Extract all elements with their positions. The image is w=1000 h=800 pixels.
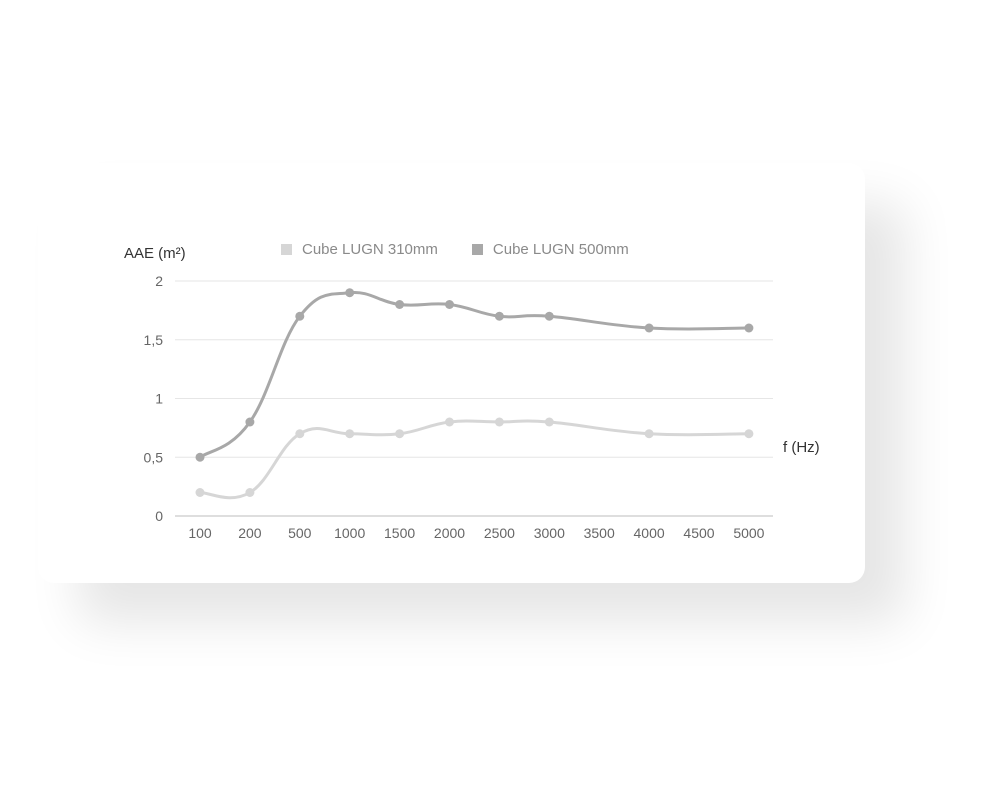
x-axis-title: f (Hz) xyxy=(783,439,820,456)
series-line-1 xyxy=(198,290,751,459)
x-tick-label: 200 xyxy=(238,525,262,541)
legend-swatch-310 xyxy=(281,244,292,255)
data-point xyxy=(195,452,205,462)
x-tick-label: 3000 xyxy=(534,525,565,541)
legend-swatch-500 xyxy=(471,244,483,255)
data-point xyxy=(445,300,454,309)
data-point xyxy=(245,417,255,427)
legend-item-310[interactable]: Cube LUGN 310mm xyxy=(281,241,438,258)
x-tick-label: 4000 xyxy=(634,525,665,541)
y-tick-label: 1 xyxy=(155,391,163,407)
x-tick-label: 1500 xyxy=(384,525,415,541)
data-point xyxy=(644,429,654,439)
series-line-0 xyxy=(198,419,751,500)
x-tick-label: 2500 xyxy=(484,525,515,541)
data-point xyxy=(295,429,305,439)
data-point xyxy=(494,311,504,321)
data-point xyxy=(445,417,454,427)
data-point xyxy=(395,429,405,439)
data-point xyxy=(544,311,554,321)
data-point xyxy=(395,300,405,309)
x-tick-label: 1000 xyxy=(334,525,365,541)
data-point xyxy=(195,488,205,497)
data-point xyxy=(245,488,255,497)
x-tick-label: 5000 xyxy=(733,525,764,541)
x-tick-label: 4500 xyxy=(683,525,714,541)
data-point xyxy=(295,311,305,321)
y-tick-label: 0 xyxy=(155,508,163,524)
data-point xyxy=(345,288,355,298)
chart-card xyxy=(38,163,865,583)
data-point xyxy=(744,323,754,333)
legend-label-310: Cube LUGN 310mm xyxy=(302,241,438,258)
legend: Cube LUGN 310mm Cube LUGN 500mm xyxy=(281,241,629,258)
data-point xyxy=(345,429,355,439)
data-point xyxy=(494,417,504,427)
x-tick-label: 100 xyxy=(188,525,212,541)
y-tick-label: 0,5 xyxy=(144,449,164,465)
x-tick-label: 500 xyxy=(288,525,312,541)
data-point xyxy=(744,429,754,439)
legend-label-500: Cube LUGN 500mm xyxy=(492,241,629,258)
x-tick-label: 3500 xyxy=(584,525,615,541)
data-point xyxy=(644,323,654,333)
x-tick-label: 2000 xyxy=(434,525,465,541)
y-axis-title: AAE (m²) xyxy=(124,245,186,262)
y-tick-label: 2 xyxy=(155,273,163,289)
y-tick-label: 1,5 xyxy=(144,332,164,348)
data-point xyxy=(544,417,554,427)
legend-item-500[interactable]: Cube LUGN 500mm xyxy=(471,241,629,258)
